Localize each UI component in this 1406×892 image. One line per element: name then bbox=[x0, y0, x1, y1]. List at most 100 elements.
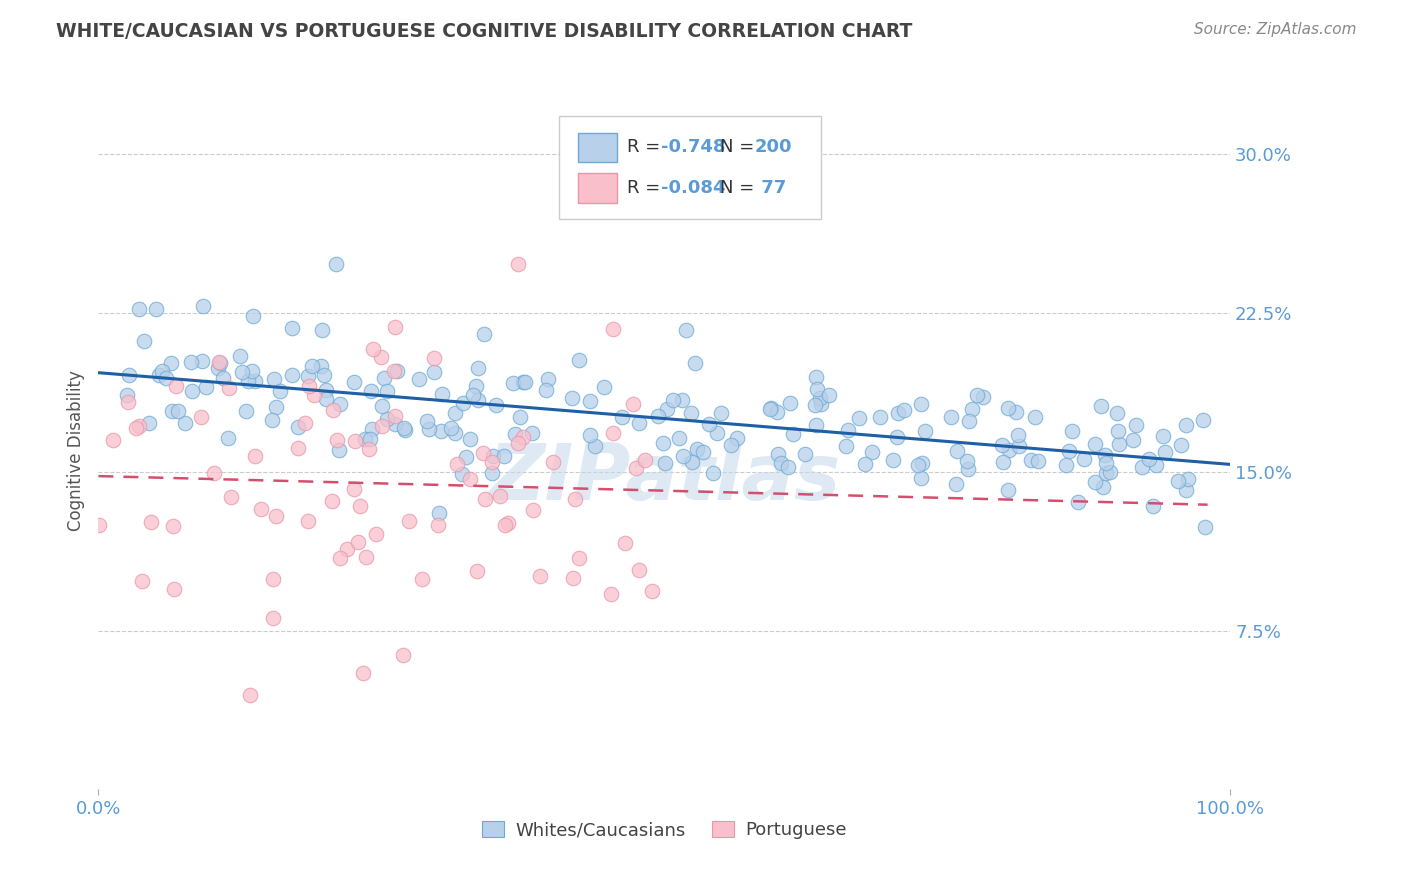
Point bbox=[444, 426, 467, 441]
Point bbox=[322, 402, 344, 417]
Point bbox=[655, 401, 678, 416]
Point bbox=[190, 409, 212, 424]
Point bbox=[946, 443, 969, 458]
Point bbox=[614, 536, 637, 550]
Point bbox=[451, 396, 474, 410]
Point bbox=[294, 416, 316, 430]
Point bbox=[329, 397, 352, 411]
Point bbox=[972, 390, 994, 404]
Point bbox=[758, 401, 780, 416]
FancyBboxPatch shape bbox=[578, 173, 617, 203]
Point bbox=[238, 374, 260, 388]
Point bbox=[1192, 413, 1215, 427]
Point bbox=[1107, 407, 1129, 421]
Point bbox=[349, 499, 371, 513]
Point bbox=[1005, 404, 1028, 418]
Point bbox=[382, 364, 405, 378]
Point bbox=[218, 381, 240, 395]
Point bbox=[1094, 448, 1116, 462]
Point bbox=[474, 491, 496, 506]
Point bbox=[1007, 427, 1029, 442]
Y-axis label: Cognitive Disability: Cognitive Disability bbox=[66, 370, 84, 531]
Point bbox=[165, 378, 187, 392]
Point bbox=[384, 417, 406, 431]
Point bbox=[778, 459, 800, 474]
Point bbox=[321, 493, 343, 508]
Point bbox=[1092, 480, 1115, 494]
Point bbox=[373, 371, 395, 385]
Point bbox=[1194, 519, 1216, 533]
Point bbox=[945, 477, 967, 491]
Point bbox=[212, 371, 235, 385]
Point bbox=[1152, 429, 1174, 443]
Point bbox=[118, 368, 141, 382]
Point bbox=[621, 397, 644, 411]
Text: R =: R = bbox=[627, 179, 666, 197]
Point bbox=[911, 457, 934, 471]
Point bbox=[128, 419, 150, 434]
Point bbox=[398, 515, 420, 529]
Point bbox=[311, 323, 333, 337]
Point bbox=[117, 394, 139, 409]
Point bbox=[357, 442, 380, 457]
Point bbox=[472, 326, 495, 341]
Point bbox=[298, 379, 321, 393]
Point bbox=[794, 447, 817, 461]
Point bbox=[853, 458, 876, 472]
Point bbox=[887, 405, 910, 419]
Point bbox=[579, 428, 602, 442]
Point bbox=[806, 370, 828, 384]
Point bbox=[537, 372, 560, 386]
Point bbox=[543, 455, 565, 469]
Point bbox=[593, 380, 616, 394]
Point bbox=[957, 415, 980, 429]
Point bbox=[1167, 474, 1189, 488]
Point bbox=[602, 425, 624, 440]
Point bbox=[534, 383, 557, 397]
Point bbox=[446, 457, 468, 471]
Point bbox=[325, 257, 347, 271]
Point bbox=[1174, 418, 1197, 433]
Point bbox=[484, 398, 506, 412]
Point bbox=[287, 419, 309, 434]
Point bbox=[384, 319, 406, 334]
Point bbox=[1107, 424, 1129, 438]
Point bbox=[893, 403, 915, 417]
Point bbox=[782, 426, 804, 441]
Point bbox=[628, 563, 651, 577]
Point bbox=[681, 455, 703, 469]
Point bbox=[1084, 475, 1107, 489]
Point bbox=[1095, 456, 1118, 470]
Point bbox=[1026, 453, 1049, 467]
Point bbox=[939, 410, 962, 425]
Point bbox=[768, 447, 790, 461]
Point bbox=[683, 356, 706, 370]
Point bbox=[328, 442, 350, 457]
Point bbox=[910, 397, 932, 411]
Point bbox=[418, 421, 440, 435]
Point bbox=[579, 394, 602, 409]
Point bbox=[430, 424, 453, 438]
Point bbox=[260, 413, 283, 427]
Point bbox=[416, 414, 439, 428]
Point bbox=[132, 334, 155, 348]
Text: Source: ZipAtlas.com: Source: ZipAtlas.com bbox=[1194, 22, 1357, 37]
Point bbox=[456, 450, 478, 464]
Point bbox=[647, 409, 669, 424]
Point bbox=[150, 364, 173, 378]
Point bbox=[235, 404, 257, 418]
Point bbox=[481, 455, 503, 469]
Point bbox=[1067, 495, 1090, 509]
Point bbox=[668, 431, 690, 445]
Point bbox=[343, 434, 366, 448]
Point bbox=[302, 388, 325, 402]
Point bbox=[671, 392, 693, 407]
Text: ZIPatlas: ZIPatlas bbox=[488, 440, 841, 516]
Point bbox=[966, 388, 988, 402]
Text: 200: 200 bbox=[755, 138, 793, 156]
Point bbox=[561, 571, 583, 585]
Point bbox=[430, 387, 453, 401]
Point bbox=[363, 342, 385, 356]
Point bbox=[262, 610, 284, 624]
Point bbox=[359, 432, 381, 446]
